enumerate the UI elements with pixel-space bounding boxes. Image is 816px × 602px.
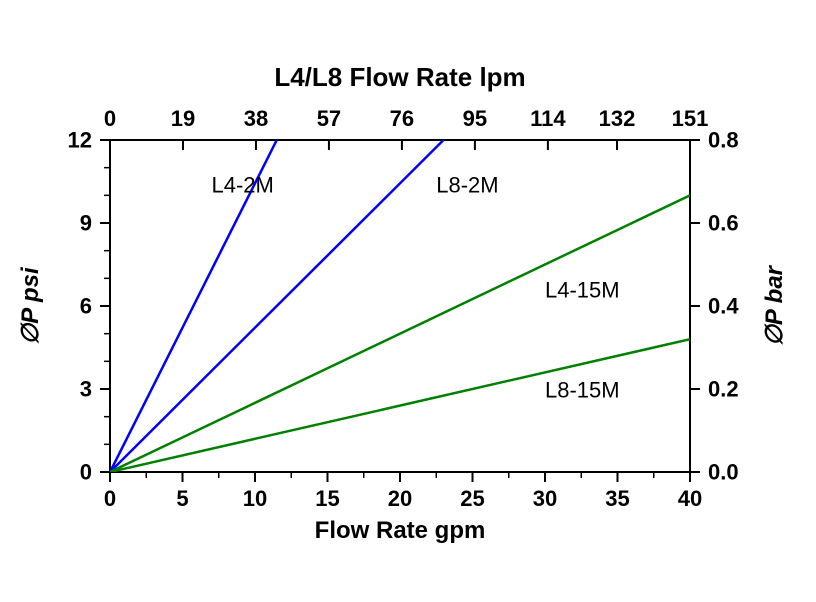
series-line-l4-15m: [110, 195, 690, 472]
x-bottom-tick-label: 30: [533, 486, 557, 511]
chart-svg: 0 5 10 15 20 25 30 35 40 0 19 38 57 76 95 114 132 151 0 3 6 9…: [0, 0, 816, 602]
x-top-tick-label: 57: [317, 106, 341, 131]
x-top-tick-label: 151: [672, 106, 709, 131]
series-label-l4-2m: L4-2M: [212, 173, 274, 198]
left-axis-title: ∅P psi: [17, 266, 44, 345]
x-bottom-tick-label: 0: [104, 486, 116, 511]
series-line-l8-15m: [110, 339, 690, 472]
right-axis-title: ∅P bar: [761, 264, 788, 346]
series-label-l8-2m: L8-2M: [436, 173, 498, 198]
x-bottom-tick-label: 40: [678, 486, 702, 511]
x-bottom-tick-label: 15: [315, 486, 339, 511]
x-bottom-tick-label: 5: [176, 486, 188, 511]
series-line-l8-2m: [110, 140, 444, 472]
y-right-tick-label: 0.0: [708, 460, 739, 485]
bottom-axis-title: Flow Rate gpm: [315, 517, 486, 544]
y-right-tick-label: 0.4: [708, 294, 739, 319]
y-left-tick-label: 9: [80, 211, 92, 236]
y-left-tick-label: 3: [80, 377, 92, 402]
x-bottom-tick-label: 25: [460, 486, 484, 511]
x-top-tick-label: 76: [390, 106, 414, 131]
x-top-tick-label: 19: [171, 106, 195, 131]
series-label-l8-15m: L8-15M: [545, 377, 620, 402]
top-axis-title: L4/L8 Flow Rate lpm: [274, 62, 525, 92]
x-top-tick-label: 114: [530, 106, 566, 131]
y-right-tick-label: 0.8: [708, 128, 739, 153]
x-bottom-tick-label: 10: [243, 486, 267, 511]
x-bottom-tick-label: 35: [605, 486, 629, 511]
y-left-tick-label: 6: [80, 294, 92, 319]
y-right-tick-label: 0.6: [708, 211, 739, 236]
plot-frame: [110, 140, 690, 472]
series-label-l4-15m: L4-15M: [545, 278, 620, 303]
y-right-tick-label: 0.2: [708, 377, 739, 402]
x-top-tick-label: 95: [463, 106, 487, 131]
y-left-tick-label: 12: [68, 128, 92, 153]
x-bottom-tick-label: 20: [388, 486, 412, 511]
x-top-tick-label: 38: [244, 106, 268, 131]
y-left-tick-label: 0: [80, 460, 92, 485]
flow-rate-chart: 0 5 10 15 20 25 30 35 40 0 19 38 57 76 95 114 132 151 0 3 6 9…: [0, 0, 816, 602]
x-top-tick-label: 0: [104, 106, 116, 131]
x-top-tick-label: 132: [599, 106, 636, 131]
